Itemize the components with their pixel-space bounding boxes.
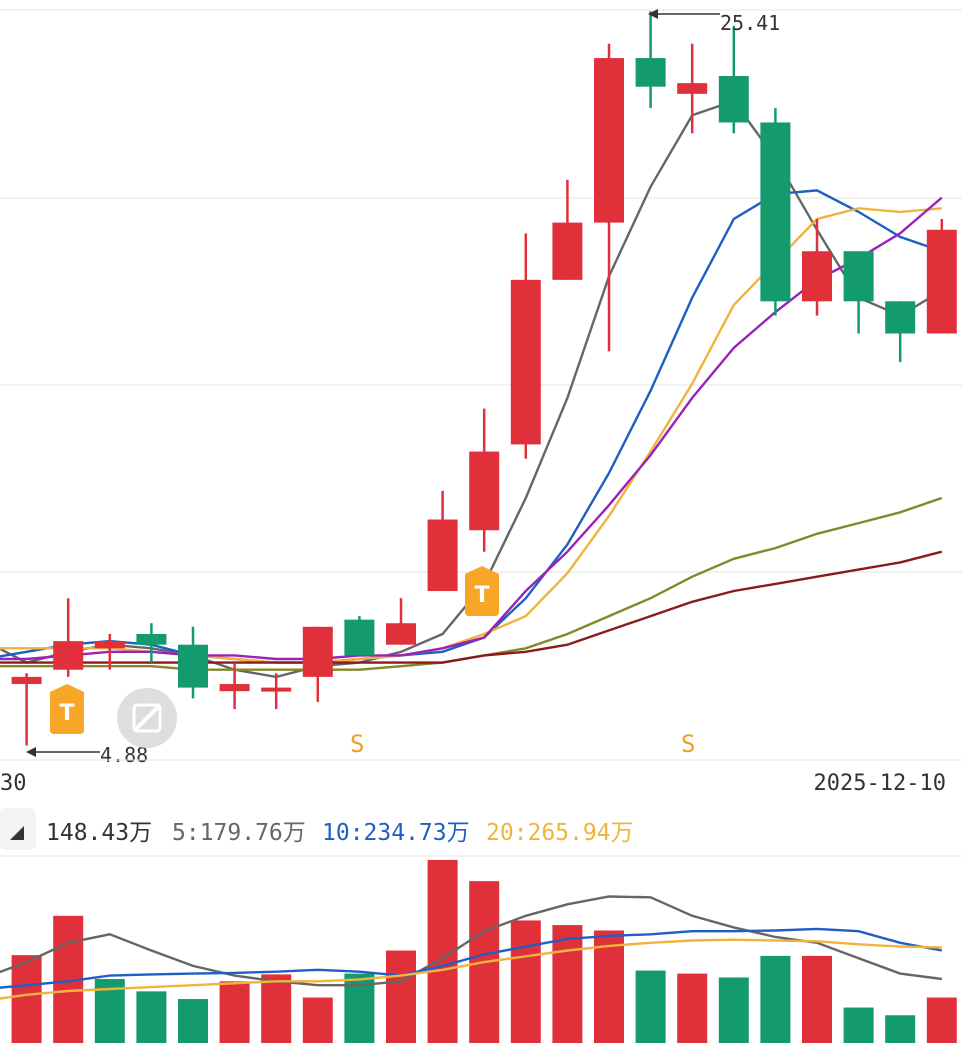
candle-body bbox=[136, 633, 167, 645]
triangle-icon bbox=[10, 826, 24, 840]
price-ma-line bbox=[0, 196, 943, 661]
volume-bar bbox=[760, 955, 791, 1043]
volume-bar bbox=[926, 997, 957, 1043]
candle-body bbox=[510, 279, 541, 445]
candlestick-series[interactable] bbox=[0, 11, 957, 746]
candle-body bbox=[885, 301, 916, 334]
t-signal-marker[interactable]: T bbox=[465, 566, 499, 616]
candle-body bbox=[760, 122, 791, 302]
price-ma-line bbox=[0, 550, 943, 664]
candle-body bbox=[802, 251, 832, 302]
volume-bar bbox=[219, 981, 250, 1043]
s-signal-marker[interactable]: S bbox=[681, 730, 695, 758]
candle-body bbox=[178, 644, 208, 688]
candle-body bbox=[219, 684, 250, 692]
candle-body bbox=[344, 619, 375, 656]
candle-body bbox=[427, 519, 458, 592]
candle-body bbox=[53, 641, 84, 670]
volume-bar bbox=[11, 955, 42, 1043]
volume-bar bbox=[677, 973, 708, 1043]
high-annotation: 25.41 bbox=[648, 9, 780, 35]
svg-text:T: T bbox=[59, 701, 74, 726]
low-annotation: 4.88 bbox=[26, 743, 148, 767]
volume-ma5: 5:179.76万 bbox=[172, 820, 306, 846]
candle-body bbox=[94, 641, 125, 649]
volume-bar bbox=[594, 930, 624, 1043]
volume-toggle-button[interactable] bbox=[0, 808, 36, 850]
volume-bars[interactable] bbox=[0, 859, 957, 1043]
volume-bar bbox=[510, 920, 541, 1043]
candle-body bbox=[843, 251, 874, 302]
volume-ma-line bbox=[0, 927, 943, 989]
candle-body bbox=[677, 83, 708, 94]
volume-bar bbox=[635, 970, 666, 1043]
candle-body bbox=[261, 687, 292, 692]
high-price-label: 25.41 bbox=[720, 11, 780, 35]
candle-body bbox=[718, 75, 749, 123]
candle-body bbox=[926, 229, 957, 334]
volume-ma-line bbox=[0, 938, 942, 1000]
volume-bar bbox=[136, 991, 167, 1043]
volume-ma20: 20:265.94万 bbox=[486, 820, 634, 846]
candle-body bbox=[302, 626, 333, 677]
volume-bar bbox=[885, 1015, 916, 1043]
candle-body bbox=[386, 623, 416, 645]
expand-icon[interactable] bbox=[117, 688, 177, 748]
date-label-left: 30 bbox=[0, 771, 27, 796]
volume-legend: 148.43万 5:179.76万 10:234.73万 20:265.94万 bbox=[0, 808, 634, 850]
candle-body bbox=[552, 222, 583, 280]
svg-text:T: T bbox=[474, 583, 489, 608]
volume-bar bbox=[718, 977, 749, 1043]
volume-bar bbox=[261, 974, 292, 1043]
candle-body bbox=[594, 58, 624, 223]
candle-body bbox=[11, 676, 42, 685]
volume-bar bbox=[552, 925, 583, 1043]
volume-ma-line bbox=[0, 895, 942, 987]
volume-bar bbox=[386, 950, 416, 1043]
volume-ma10: 10:234.73万 bbox=[322, 820, 470, 846]
candle-body bbox=[469, 451, 500, 531]
volume-bar bbox=[178, 999, 208, 1043]
s-signal-marker[interactable]: S bbox=[350, 730, 364, 758]
volume-value: 148.43万 bbox=[46, 820, 152, 846]
volume-bar bbox=[802, 955, 832, 1043]
t-signal-marker[interactable]: T bbox=[50, 684, 84, 734]
candle-body bbox=[635, 58, 666, 87]
volume-ma-lines bbox=[0, 895, 943, 1000]
volume-bar bbox=[302, 997, 333, 1043]
date-label-right: 2025-12-10 bbox=[814, 771, 946, 796]
volume-bar bbox=[843, 1007, 874, 1043]
